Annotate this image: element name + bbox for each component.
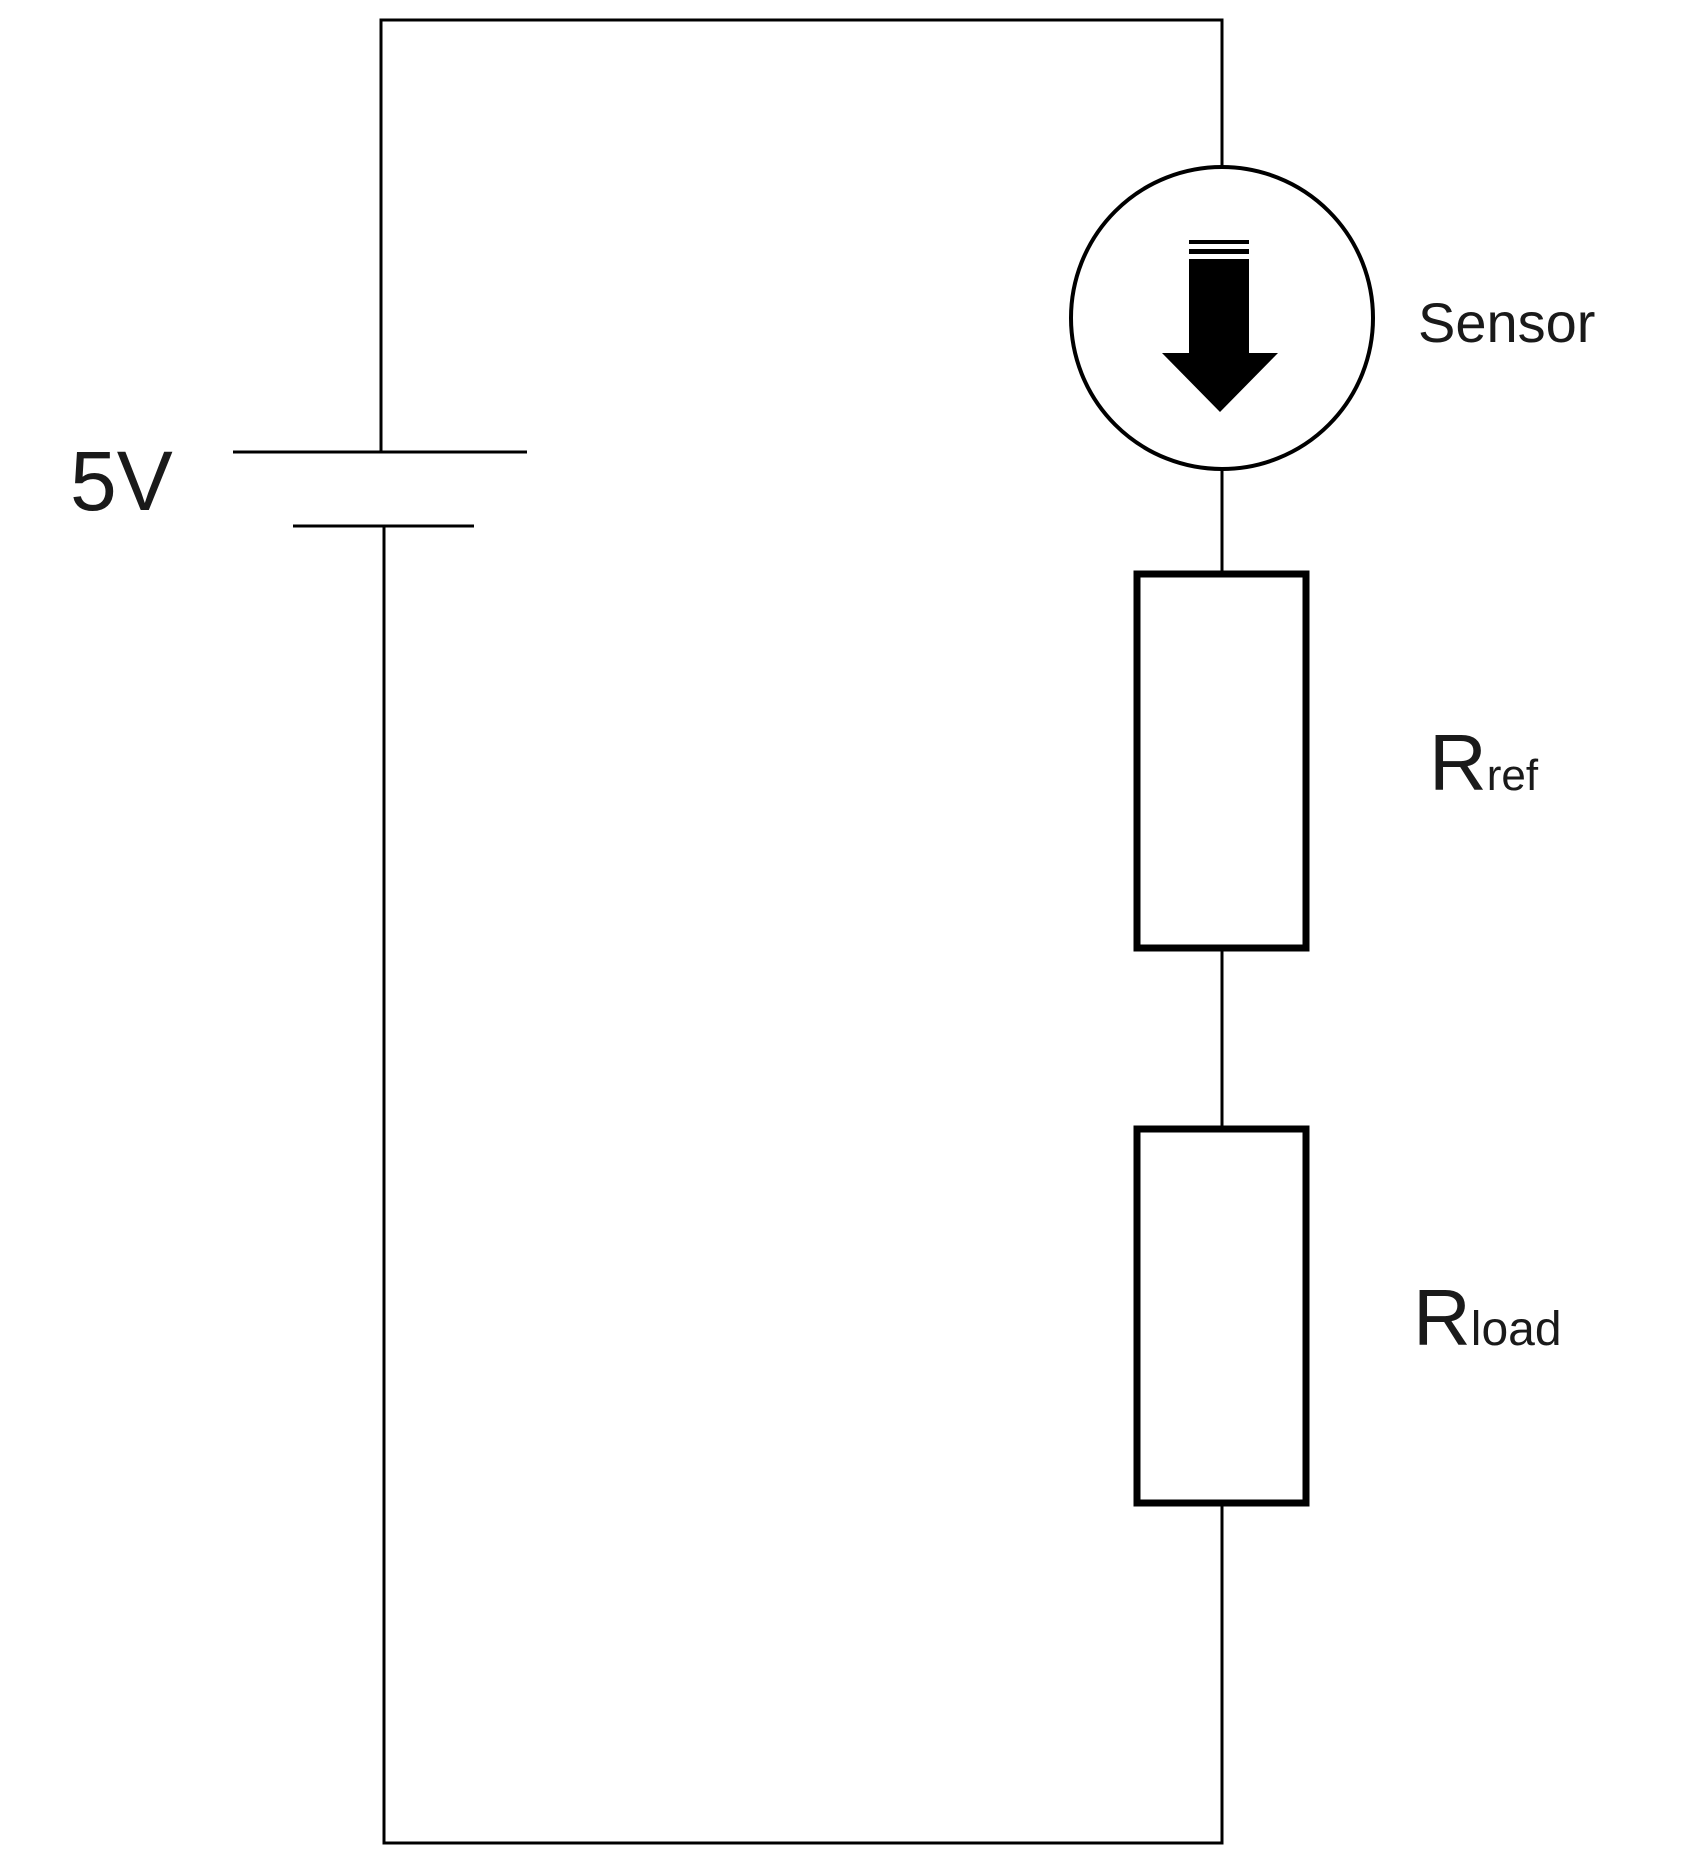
load-resistor <box>1133 1125 1310 1507</box>
load-resistor-label-main: R <box>1413 1273 1471 1362</box>
reference-resistor-label: Rref <box>1429 718 1539 807</box>
source-voltage-label: 5V <box>70 434 173 528</box>
sensor-symbol <box>1069 165 1375 471</box>
circuit-wires <box>379 18 1224 1845</box>
arrow-shaft <box>1189 259 1249 355</box>
arrow-bar-top <box>1189 240 1249 244</box>
arrow-head <box>1162 353 1278 412</box>
reference-resistor-label-sub: ref <box>1487 751 1539 800</box>
load-resistor-label-sub: load <box>1471 1303 1562 1356</box>
reference-resistor <box>1133 570 1310 952</box>
load-resistor-label: Rload <box>1413 1273 1562 1362</box>
arrow-bar-mid <box>1189 249 1249 254</box>
down-arrow-icon <box>1162 240 1278 412</box>
sensor-label: Sensor <box>1418 291 1595 354</box>
reference-resistor-label-main: R <box>1429 718 1487 807</box>
battery-symbol <box>233 450 527 528</box>
